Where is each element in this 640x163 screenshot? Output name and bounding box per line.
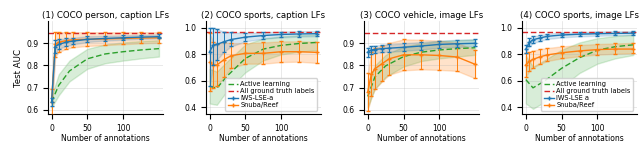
Legend: Active learning, All ground truth labels, IWS-LSE-a, Snuba/Reef: Active learning, All ground truth labels… bbox=[225, 78, 317, 111]
X-axis label: Number of annotations: Number of annotations bbox=[219, 134, 308, 143]
X-axis label: Number of annotations: Number of annotations bbox=[377, 134, 466, 143]
X-axis label: Number of annotations: Number of annotations bbox=[535, 134, 624, 143]
Title: (4) COCO sports, image LFs: (4) COCO sports, image LFs bbox=[520, 11, 639, 20]
Legend: Active learning, All ground truth labels, IWS-LSE a, Snuba/Reef: Active learning, All ground truth labels… bbox=[541, 78, 634, 111]
X-axis label: Number of annotations: Number of annotations bbox=[61, 134, 150, 143]
Title: (3) COCO vehicle, image LFs: (3) COCO vehicle, image LFs bbox=[360, 11, 483, 20]
Title: (1) COCO person, caption LFs: (1) COCO person, caption LFs bbox=[42, 11, 169, 20]
Y-axis label: Test AUC: Test AUC bbox=[14, 49, 24, 87]
Title: (2) COCO sports, caption LFs: (2) COCO sports, caption LFs bbox=[202, 11, 325, 20]
